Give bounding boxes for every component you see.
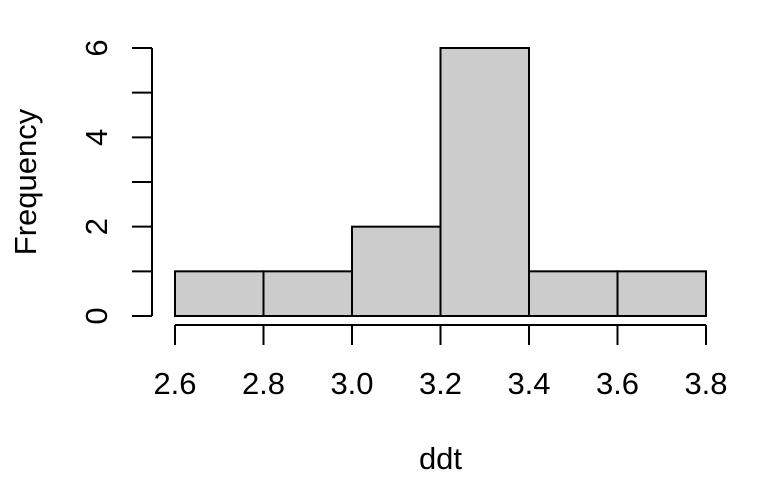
x-tick-label: 2.8 [242,366,285,401]
y-tick-label: 4 [79,129,114,146]
x-tick-label: 2.6 [153,366,196,401]
y-tick-label: 6 [79,39,114,56]
histogram-bar [439,47,530,317]
histogram-bar [528,270,619,318]
histogram-bar [351,225,442,318]
histogram-bar [616,270,707,318]
x-tick-label: 3.6 [596,366,639,401]
x-tick-label: 3.2 [419,366,462,401]
x-tick-label: 3.0 [330,366,373,401]
y-tick-label: 0 [79,307,114,324]
y-axis-title: Frequency [8,108,43,255]
x-tick-label: 3.4 [507,366,550,401]
histogram-bar [262,270,353,318]
histogram-bar [174,270,265,318]
y-tick-label: 2 [79,218,114,235]
x-tick-label: 3.8 [684,366,727,401]
x-axis-title: ddt [419,441,462,476]
